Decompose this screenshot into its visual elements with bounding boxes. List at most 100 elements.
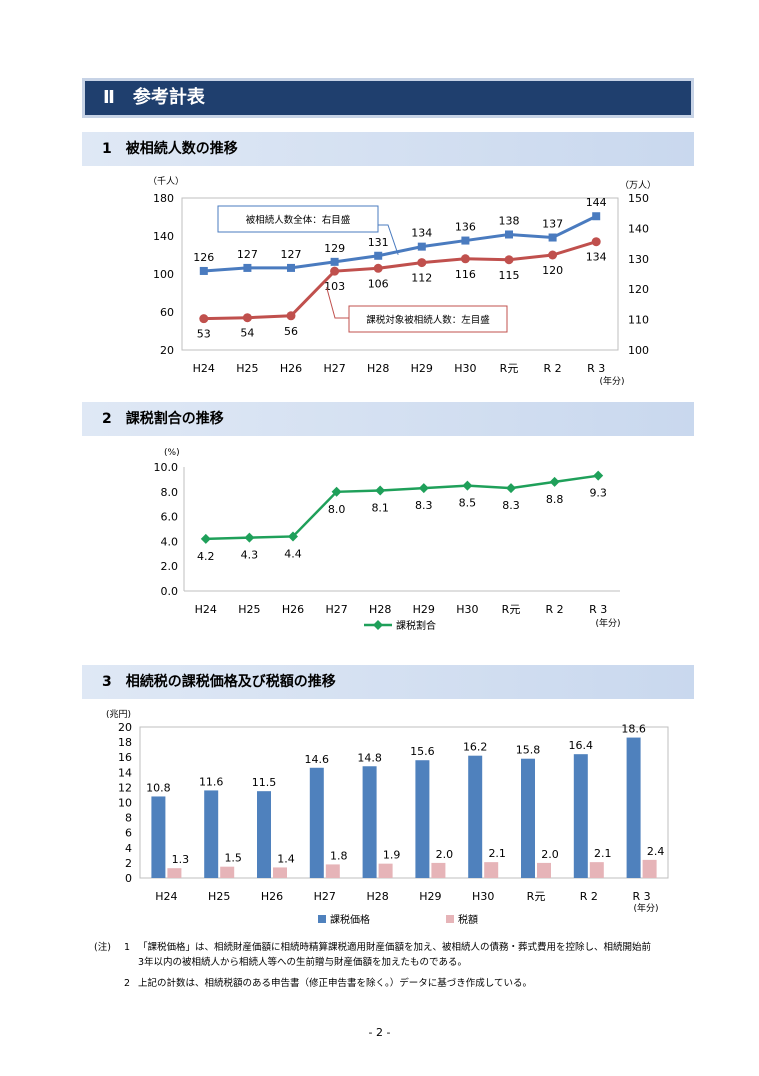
series-point-ratio [200, 533, 211, 544]
x-tick-label: H27 [323, 362, 345, 375]
series-point-total [287, 263, 295, 272]
section-1-title: 1 被相続人数の推移 [102, 141, 238, 157]
y-tick-label: 12 [118, 781, 132, 794]
data-label-tax-amount: 2.1 [488, 847, 506, 860]
x-tick-label: H24 [195, 603, 217, 616]
data-label-taxable-value: 14.8 [357, 751, 382, 764]
x-tick-label: H25 [208, 890, 230, 903]
series-point-taxable [286, 311, 296, 321]
series-line-ratio [205, 474, 599, 541]
data-label-taxable: 106 [368, 277, 389, 290]
right-tick-label: 140 [628, 222, 649, 235]
bar-taxable-value [309, 767, 324, 878]
data-label-ratio: 4.4 [284, 547, 302, 560]
data-label-taxable-value: 11.6 [199, 775, 224, 788]
left-tick-label: 100 [153, 268, 174, 281]
section-2-header: 2 課税割合の推移 [82, 402, 694, 436]
x-tick-label: H30 [454, 362, 476, 375]
x-tick-label: H27 [314, 890, 336, 903]
y-tick-label: 14 [118, 766, 132, 779]
x-tick-label: H26 [282, 603, 304, 616]
data-label-ratio: 4.2 [197, 550, 215, 563]
x-tick-label: H28 [366, 890, 388, 903]
right-tick-label: 110 [628, 314, 649, 327]
right-axis-unit: （万人） [620, 180, 656, 191]
series-point-ratio [506, 483, 516, 494]
x-tick-label: R 3 [589, 603, 607, 616]
series-point-total [243, 263, 252, 272]
data-label-taxable: 116 [455, 268, 476, 281]
chapter-banner: Ⅱ 参考計表 [82, 78, 694, 118]
right-tick-label: 130 [628, 253, 649, 266]
x-tick-label: H29 [411, 362, 433, 375]
series-point-taxable [591, 237, 601, 247]
note-1: (注) 1 「課税価格」は、相続財産価額に相続時精算課税適用財産価額を加え、被相… [94, 940, 694, 955]
data-label-tax-amount: 2.1 [594, 847, 612, 860]
series-point-taxable [330, 266, 340, 276]
bar-taxable-value [521, 758, 535, 878]
note-number: 1 [124, 942, 131, 953]
data-label-total: 127 [237, 248, 258, 261]
data-label-total: 138 [499, 214, 520, 227]
y-tick-label: 10 [118, 797, 132, 810]
series-point-ratio [288, 531, 298, 542]
x-tick-label: H25 [236, 362, 258, 375]
bar-tax-amount [484, 862, 499, 878]
series-point-total [505, 230, 513, 239]
bar-taxable-value [468, 755, 483, 878]
x-tick-label: H24 [155, 890, 177, 903]
note-1-continuation: 3年以内の被相続人から相続人等への生前贈与財産価額を加えたものである。 [94, 955, 694, 970]
bar-taxable-value [204, 790, 219, 878]
bar-tax-amount [431, 862, 446, 878]
data-label-total: 131 [368, 236, 389, 249]
data-label-taxable-value: 11.5 [252, 776, 277, 789]
data-label-taxable-value: 14.6 [305, 753, 330, 766]
x-tick-label: R 2 [580, 890, 598, 903]
x-tick-label: H30 [456, 603, 478, 616]
x-tick-label: R 2 [546, 603, 564, 616]
bar-taxable-value [573, 754, 588, 878]
data-label-tax-amount: 1.8 [330, 849, 348, 862]
right-tick-label: 150 [628, 192, 649, 205]
data-label-taxable: 103 [324, 280, 345, 293]
chapter-title: Ⅱ 参考計表 [103, 87, 205, 108]
callout-leader-taxable [326, 287, 349, 319]
x-tick-label: R元 [527, 890, 546, 903]
left-tick-label: 140 [153, 230, 174, 243]
data-label-taxable-value: 15.6 [410, 745, 435, 758]
data-label-total: 126 [193, 251, 214, 264]
bar-tax-amount [273, 867, 287, 878]
x-axis-unit: (年分) [633, 902, 658, 914]
y-tick-label: 10.0 [154, 461, 179, 474]
left-tick-label: 20 [160, 344, 174, 357]
series-point-ratio [593, 470, 604, 481]
series-point-total [374, 251, 383, 260]
data-label-ratio: 8.5 [459, 497, 477, 510]
callout-text-taxable: 課税対象被相続人数：左目盛 [366, 314, 490, 326]
bar-tax-amount [537, 862, 551, 878]
note-text: 「課税価格」は、相続財産価額に相続時精算課税適用財産価額を加え、被相続人の債務・… [138, 942, 652, 953]
y-tick-label: 2.0 [161, 560, 179, 573]
y-tick-label: 18 [118, 736, 132, 749]
y-tick-label: 16 [118, 751, 132, 764]
x-tick-label: H28 [369, 603, 391, 616]
bar-taxable-value [415, 760, 430, 878]
bar-taxable-value [626, 737, 641, 878]
series-point-ratio [331, 486, 342, 497]
y-tick-label: 0 [125, 872, 132, 885]
note-text: 3年以内の被相続人から相続人等への生前贈与財産価額を加えたものである。 [138, 957, 467, 968]
data-label-ratio: 4.3 [241, 549, 259, 562]
y-tick-label: 8 [125, 812, 132, 825]
legend-marker-ratio [373, 620, 383, 630]
callout-box-total [217, 205, 379, 233]
data-label-total: 134 [411, 227, 432, 240]
data-label-tax-amount: 2.0 [436, 848, 454, 861]
callout-box-taxable [348, 305, 508, 333]
section-3-title: 3 相続税の課税価格及び税額の推移 [102, 674, 336, 690]
data-label-ratio: 8.1 [371, 502, 389, 515]
x-tick-label: H30 [472, 890, 494, 903]
data-label-tax-amount: 2.4 [647, 845, 665, 858]
series-point-ratio [244, 532, 255, 543]
data-label-taxable: 115 [499, 269, 520, 282]
legend-label-tax-amount: 税額 [458, 913, 478, 926]
